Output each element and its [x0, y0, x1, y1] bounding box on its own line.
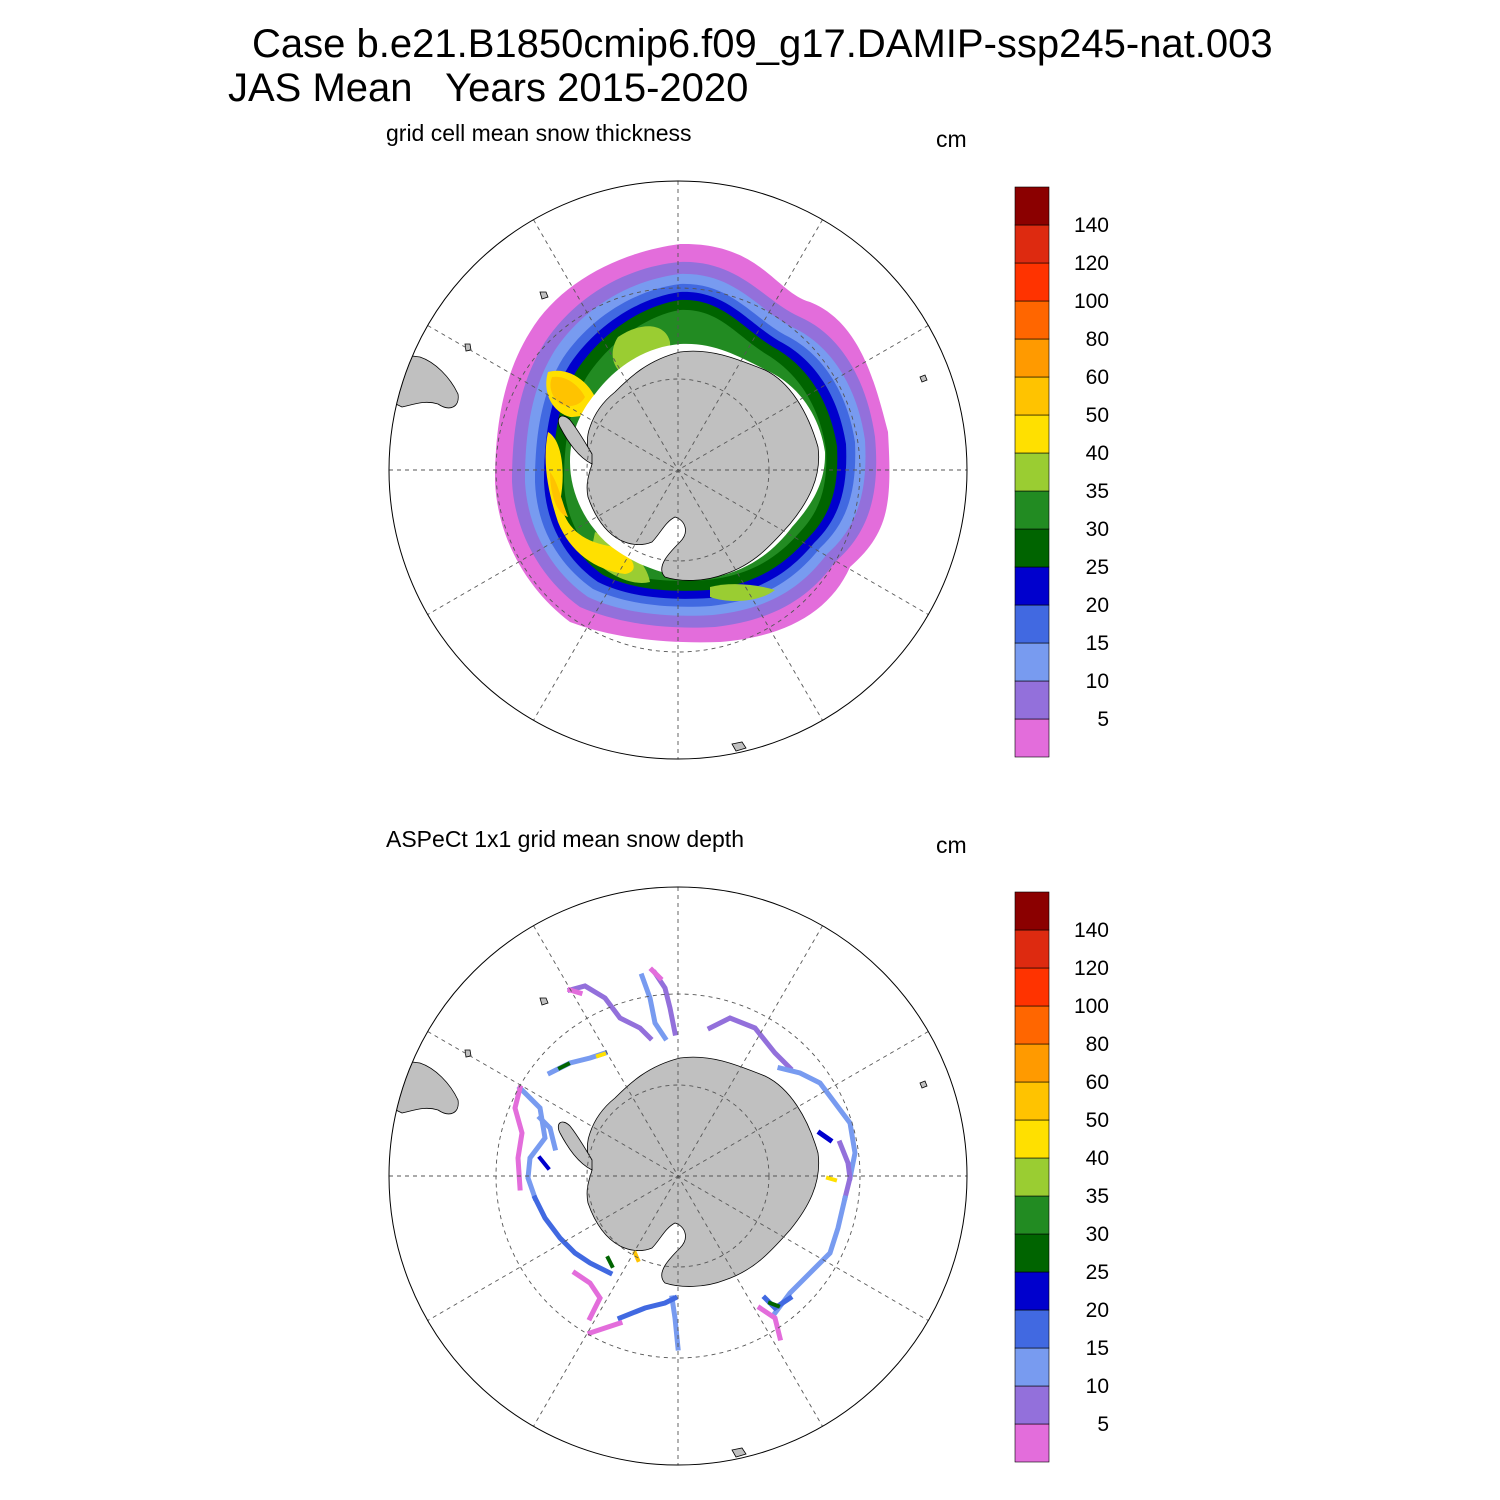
colorbar-box — [1014, 1119, 1050, 1159]
map-boundary — [388, 180, 968, 760]
colorbar-label: 60 — [1086, 366, 1109, 389]
antarctic-peninsula — [557, 415, 593, 465]
panel1-polar-map — [388, 180, 968, 760]
colorbar-label: 35 — [1086, 480, 1109, 503]
colorbar-label: 25 — [1086, 1261, 1109, 1284]
panel2-colorbar: 5 10 15 20 25 30 35 40 50 60 80 100 120 140 — [1014, 891, 1109, 1463]
colorbar-box — [1014, 1385, 1050, 1425]
panel1-units: cm — [936, 126, 967, 152]
colorbar-label: 60 — [1086, 1071, 1109, 1094]
colorbar-box — [1014, 1347, 1050, 1387]
colorbar-box — [1014, 262, 1050, 302]
colorbar-label: 140 — [1074, 214, 1109, 237]
figure-title-line2: JAS Mean Years 2015-2020 — [228, 66, 749, 110]
colorbar-label: 50 — [1086, 1109, 1109, 1132]
colorbar-box — [1014, 1309, 1050, 1349]
colorbar-box — [1014, 186, 1050, 226]
colorbar-box — [1014, 1195, 1050, 1235]
colorbar-box — [1014, 566, 1050, 606]
snow-patch-60 — [550, 376, 585, 406]
colorbar-label: 80 — [1086, 1033, 1109, 1056]
colorbar-box — [1014, 1081, 1050, 1121]
colorbar-box — [1014, 338, 1050, 378]
snow-patch-50-peninsula — [545, 432, 634, 574]
antarctic-peninsula — [557, 1121, 593, 1171]
ship-tracks — [512, 966, 858, 1351]
colorbar-box — [1014, 1157, 1050, 1197]
colorbar-label: 100 — [1074, 995, 1109, 1018]
colorbar-box — [1014, 300, 1050, 340]
colorbar-box — [1014, 642, 1050, 682]
colorbar-label: 10 — [1086, 670, 1109, 693]
colorbar-box — [1014, 891, 1050, 931]
colorbar-label: 100 — [1074, 290, 1109, 313]
graticule — [389, 181, 967, 759]
panel2-units: cm — [936, 832, 967, 858]
snow-patch-60b — [550, 472, 568, 517]
colorbar-box — [1014, 967, 1050, 1007]
antarctica-landmass — [586, 1056, 820, 1287]
snow-patch-ross — [710, 584, 775, 602]
colorbar-label: 25 — [1086, 556, 1109, 579]
south-america-landmass — [389, 1057, 459, 1115]
colorbar-box — [1014, 718, 1050, 758]
colorbar-box — [1014, 1043, 1050, 1083]
colorbar-label: 5 — [1097, 1413, 1109, 1436]
colorbar-box — [1014, 1423, 1050, 1463]
colorbar-label: 20 — [1086, 1299, 1109, 1322]
colorbar-label: 5 — [1097, 708, 1109, 731]
figure-title-line1: Case b.e21.B1850cmip6.f09_g17.DAMIP-ssp2… — [252, 22, 1273, 66]
colorbar-box — [1014, 929, 1050, 969]
colorbar-box — [1014, 1233, 1050, 1273]
colorbar-label: 10 — [1086, 1375, 1109, 1398]
panel1-colorbar: 5 10 15 20 25 30 35 40 50 60 80 100 120 140 — [1014, 186, 1109, 758]
colorbar-label: 140 — [1074, 919, 1109, 942]
colorbar-label: 40 — [1086, 442, 1109, 465]
colorbar-label: 15 — [1086, 632, 1109, 655]
colorbar-box — [1014, 604, 1050, 644]
panel2-polar-map — [388, 886, 968, 1466]
colorbar-box — [1014, 490, 1050, 530]
colorbar-label: 120 — [1074, 957, 1109, 980]
panel2-title: ASPeCt 1x1 grid mean snow depth — [386, 826, 744, 852]
colorbar-label: 40 — [1086, 1147, 1109, 1170]
colorbar-box — [1014, 680, 1050, 720]
south-america-landmass — [389, 351, 459, 409]
colorbar-label: 50 — [1086, 404, 1109, 427]
map-boundary — [388, 886, 968, 1466]
colorbar-box — [1014, 528, 1050, 568]
colorbar-box — [1014, 376, 1050, 416]
colorbar-label: 30 — [1086, 518, 1109, 541]
colorbar-box — [1014, 224, 1050, 264]
colorbar-label: 80 — [1086, 328, 1109, 351]
colorbar-box — [1014, 452, 1050, 492]
graticule — [389, 887, 967, 1465]
colorbar-label: 120 — [1074, 252, 1109, 275]
colorbar-box — [1014, 414, 1050, 454]
antarctica-landmass — [586, 350, 820, 581]
colorbar-label: 15 — [1086, 1337, 1109, 1360]
colorbar-box — [1014, 1271, 1050, 1311]
panel1-title: grid cell mean snow thickness — [386, 120, 692, 146]
colorbar-label: 35 — [1086, 1185, 1109, 1208]
colorbar-box — [1014, 1005, 1050, 1045]
colorbar-label: 30 — [1086, 1223, 1109, 1246]
colorbar-label: 20 — [1086, 594, 1109, 617]
